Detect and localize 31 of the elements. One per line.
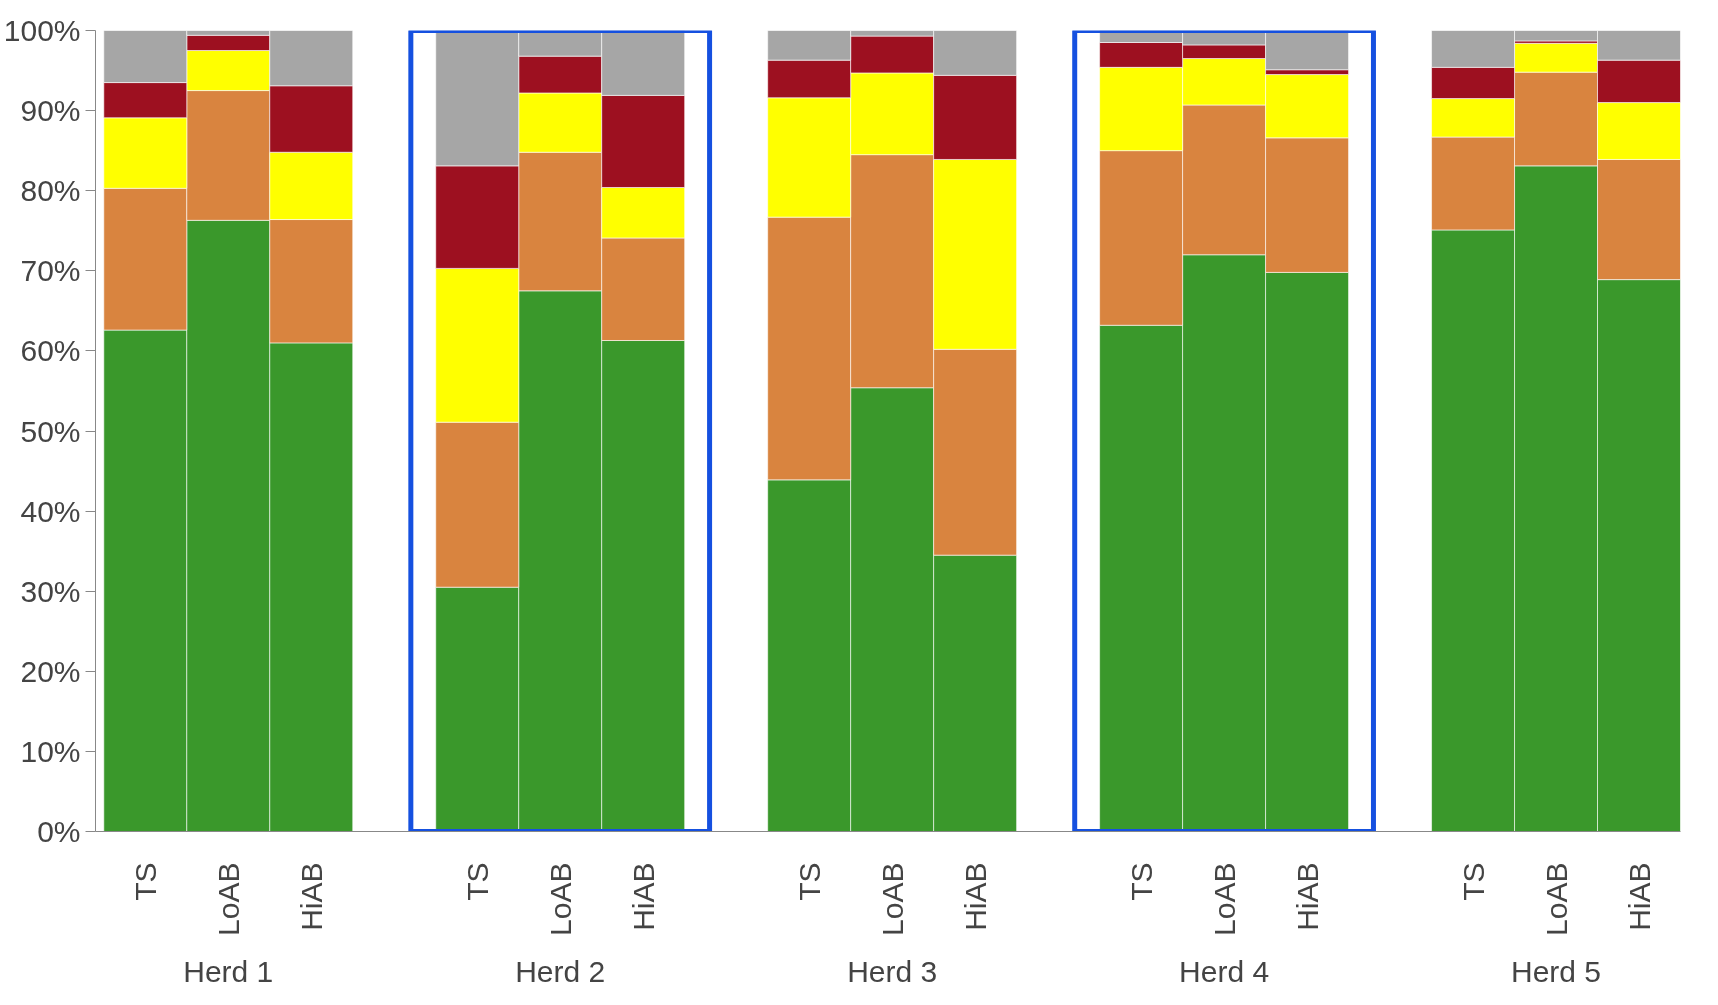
x-tick-label: TS xyxy=(792,862,826,901)
x-tick-label: HiAB xyxy=(294,862,328,931)
y-tick-label: 40% xyxy=(20,494,81,528)
y-tick-label: 10% xyxy=(20,734,81,768)
x-tick-label: HiAB xyxy=(1622,862,1656,931)
x-tick-label: LoAB xyxy=(543,862,577,936)
x-tick-label: HiAB xyxy=(958,862,992,931)
x-tick-label: LoAB xyxy=(211,862,245,936)
text: Herd 5 xyxy=(1511,954,1602,988)
x-tick-label: TS xyxy=(460,862,494,901)
text: Herd 1 xyxy=(183,954,274,988)
y-tick-label: 20% xyxy=(20,654,81,688)
y-tick-label: 30% xyxy=(20,574,81,608)
x-tick-label: LoAB xyxy=(875,862,909,936)
x-tick-label: HiAB xyxy=(626,862,660,931)
x-tick-label: LoAB xyxy=(1539,862,1573,936)
y-tick-label: 60% xyxy=(20,334,81,368)
y-tick-label: 50% xyxy=(20,414,81,448)
y-tick-label: 100% xyxy=(3,14,81,47)
text: Herd 4 xyxy=(1179,954,1270,988)
x-tick-label: LoAB xyxy=(1207,862,1241,936)
y-tick-label: 0% xyxy=(37,815,81,848)
y-tick-label: 70% xyxy=(20,254,81,288)
y-tick-label: 80% xyxy=(20,174,81,208)
y-tick-label: 90% xyxy=(20,94,81,128)
x-tick-label: TS xyxy=(1456,862,1490,901)
text: Herd 3 xyxy=(847,954,938,988)
x-tick-label: HiAB xyxy=(1290,862,1324,931)
x-tick-label: TS xyxy=(128,862,162,901)
text: Herd 2 xyxy=(515,954,606,988)
x-tick-label: TS xyxy=(1124,862,1158,901)
